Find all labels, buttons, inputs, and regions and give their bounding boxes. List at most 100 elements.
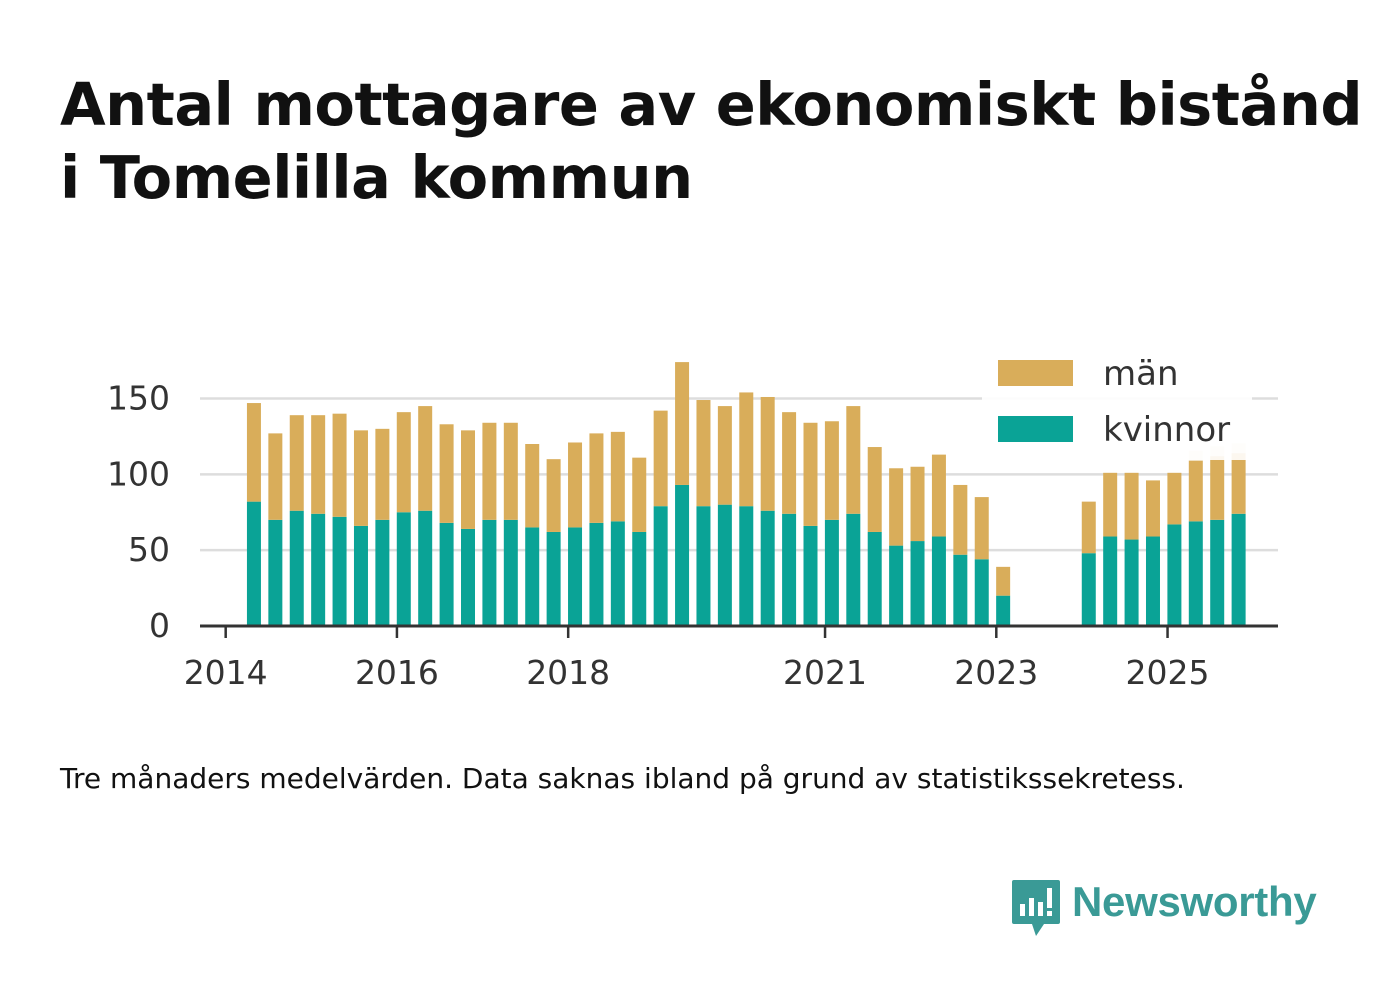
bar-kvinnor [696, 506, 711, 626]
bar-man [696, 400, 711, 507]
brand-logo[interactable]: Newsworthy [1010, 878, 1317, 942]
bar-man [1188, 460, 1203, 522]
bar-kvinnor [332, 516, 347, 626]
legend-swatch-man [998, 360, 1073, 386]
bar-kvinnor [375, 519, 390, 626]
bar-kvinnor [353, 525, 368, 626]
legend: män kvinnor [982, 350, 1252, 460]
bar-man [974, 497, 989, 560]
bar-kvinnor [1210, 519, 1225, 626]
bar-man [996, 566, 1011, 596]
bar-man [717, 406, 732, 505]
bar-kvinnor [246, 501, 261, 626]
bar-man [610, 431, 625, 522]
bar-kvinnor [1188, 521, 1203, 626]
bar-man [953, 484, 968, 555]
bar-man [653, 410, 668, 507]
bar-kvinnor [289, 510, 304, 626]
bar-man [803, 422, 818, 526]
bar-kvinnor [867, 531, 882, 626]
bar-kvinnor [996, 595, 1011, 626]
bar-kvinnor [739, 506, 754, 626]
bar-kvinnor [846, 513, 861, 626]
bar-man [1103, 472, 1118, 537]
bar-man [1167, 472, 1182, 525]
bar-man [1081, 501, 1096, 554]
chart-caption: Tre månaders medelvärden. Data saknas ib… [60, 762, 1185, 795]
bar-kvinnor [632, 531, 647, 626]
bar-kvinnor [782, 513, 797, 626]
bar-kvinnor [546, 531, 561, 626]
bar-man [867, 447, 882, 532]
bar-kvinnor [396, 512, 411, 626]
x-tick-label: 2025 [1126, 653, 1210, 692]
bar-man [311, 415, 326, 514]
bar-man [1124, 472, 1139, 540]
bar-man [439, 424, 454, 523]
bar-kvinnor [1231, 513, 1246, 626]
bar-kvinnor [803, 525, 818, 626]
bar-man [782, 412, 797, 514]
bar-kvinnor [974, 559, 989, 626]
bar-man [546, 459, 561, 532]
y-tick-label: 50 [128, 530, 170, 569]
bar-man [289, 415, 304, 511]
bar-man [675, 362, 690, 485]
bar-man [632, 457, 647, 532]
x-tick-label: 2021 [783, 653, 867, 692]
bar-kvinnor [717, 504, 732, 626]
bar-man [396, 412, 411, 513]
bar-kvinnor [953, 554, 968, 626]
x-tick-label: 2018 [526, 653, 610, 692]
bar-kvinnor [268, 519, 283, 626]
bar-kvinnor [931, 536, 946, 626]
bar-kvinnor [1124, 539, 1139, 626]
bar-kvinnor [1167, 524, 1182, 626]
bar-kvinnor [482, 519, 497, 626]
bars [246, 362, 1246, 626]
bar-kvinnor [461, 528, 476, 626]
chart-title: Antal mottagare av ekonomiskt bistånd i … [60, 68, 1363, 214]
bar-kvinnor [439, 522, 454, 626]
bar-man [503, 422, 518, 520]
bar-kvinnor [503, 519, 518, 626]
bar-man [482, 422, 497, 520]
bar-kvinnor [610, 521, 625, 626]
bar-man [1210, 456, 1225, 520]
bar-kvinnor [910, 541, 925, 626]
title-line-1: Antal mottagare av ekonomiskt bistånd [60, 70, 1363, 139]
bar-kvinnor [525, 527, 540, 626]
legend-swatch-kvinnor [998, 416, 1073, 442]
bar-man [353, 430, 368, 526]
bar-man [760, 396, 775, 511]
x-tick-label: 2023 [954, 653, 1038, 692]
bar-man [589, 433, 604, 523]
bar-man [246, 403, 261, 502]
title-line-2: i Tomelilla kommun [60, 143, 693, 212]
y-tick-label: 100 [107, 454, 170, 493]
bar-man [375, 428, 390, 520]
bar-man [846, 406, 861, 514]
x-tick-label: 2016 [355, 653, 439, 692]
bar-kvinnor [589, 522, 604, 626]
bar-kvinnor [653, 506, 668, 626]
bar-man [910, 466, 925, 542]
bar-kvinnor [889, 545, 904, 626]
bar-kvinnor [418, 510, 433, 626]
bar-kvinnor [1103, 536, 1118, 626]
bar-kvinnor [1081, 553, 1096, 626]
bar-man [525, 444, 540, 528]
bar-man [332, 413, 347, 517]
axes: 0 50 100 150 2014 2016 2018 2021 2023 2025 [107, 379, 1278, 692]
bar-man [268, 433, 283, 520]
y-tick-label: 150 [107, 379, 170, 418]
y-tick-label: 0 [149, 606, 170, 645]
bar-kvinnor [760, 510, 775, 626]
legend-label: män [1103, 354, 1179, 394]
bar-man [1231, 453, 1246, 514]
bar-man [1145, 480, 1160, 537]
bar-man [889, 468, 904, 546]
bar-kvinnor [568, 527, 583, 626]
bar-man [931, 454, 946, 537]
bar-kvinnor [824, 519, 839, 626]
